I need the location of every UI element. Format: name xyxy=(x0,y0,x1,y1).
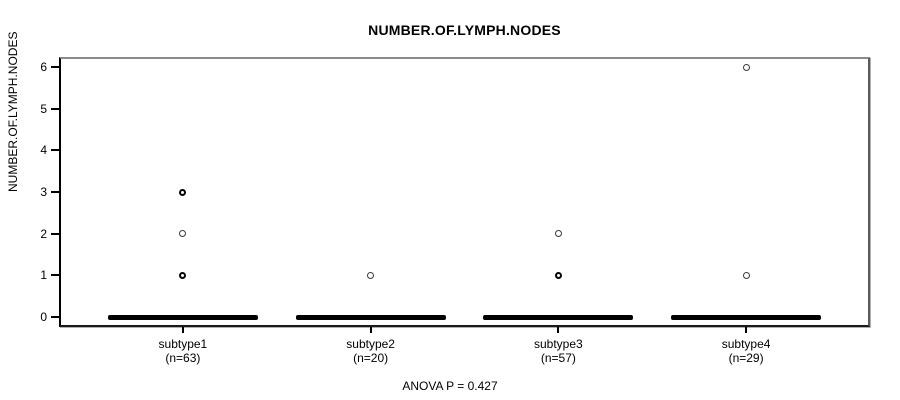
y-tick-label: 6 xyxy=(40,60,47,74)
y-tick-label: 0 xyxy=(40,310,47,324)
outlier-point xyxy=(179,188,187,196)
x-tick-mark xyxy=(369,327,372,333)
box-median-line xyxy=(295,314,446,320)
chart-title: NUMBER.OF.LYMPH.NODES xyxy=(368,22,561,38)
box-median-line xyxy=(671,314,822,320)
y-tick-mark xyxy=(51,107,59,110)
x-tick-mark xyxy=(181,327,184,333)
outlier-point xyxy=(554,271,562,279)
group-name: subtype2 xyxy=(346,337,395,351)
group-name: subtype1 xyxy=(158,337,208,351)
x-group-label: subtype3 (n=57) xyxy=(488,337,628,365)
y-tick-mark xyxy=(51,274,59,277)
anova-p-note: ANOVA P = 0.427 xyxy=(402,379,498,393)
y-tick-mark xyxy=(51,232,59,235)
group-n: (n=29) xyxy=(728,351,764,365)
x-group-label: subtype2 (n=20) xyxy=(301,337,441,365)
outlier-point xyxy=(554,230,562,238)
x-tick-mark xyxy=(745,327,748,333)
x-group-label: subtype1 (n=63) xyxy=(113,337,253,365)
group-name: subtype4 xyxy=(721,337,771,351)
outlier-point xyxy=(179,271,187,279)
y-tick-label: 4 xyxy=(40,143,47,158)
y-tick-mark xyxy=(51,149,59,152)
group-n: (n=63) xyxy=(165,351,201,365)
group-name: subtype3 xyxy=(534,337,583,351)
plot-area xyxy=(59,57,870,327)
y-tick-label: 3 xyxy=(40,185,47,199)
y-tick-label: 5 xyxy=(40,101,47,116)
y-tick-label: 2 xyxy=(40,226,47,241)
x-tick-mark xyxy=(557,327,560,333)
group-n: (n=57) xyxy=(540,351,576,365)
x-group-label: subtype4 (n=29) xyxy=(676,337,816,365)
group-n: (n=20) xyxy=(353,351,389,365)
y-tick-mark xyxy=(51,66,59,68)
y-tick-mark xyxy=(51,191,59,193)
outlier-point xyxy=(742,271,750,279)
y-tick-label: 1 xyxy=(40,268,47,283)
outlier-point xyxy=(179,230,187,238)
outlier-point xyxy=(742,63,750,71)
outlier-point xyxy=(367,271,375,279)
box-median-line xyxy=(107,314,258,320)
y-tick-mark xyxy=(51,316,59,318)
box-median-line xyxy=(483,314,634,320)
